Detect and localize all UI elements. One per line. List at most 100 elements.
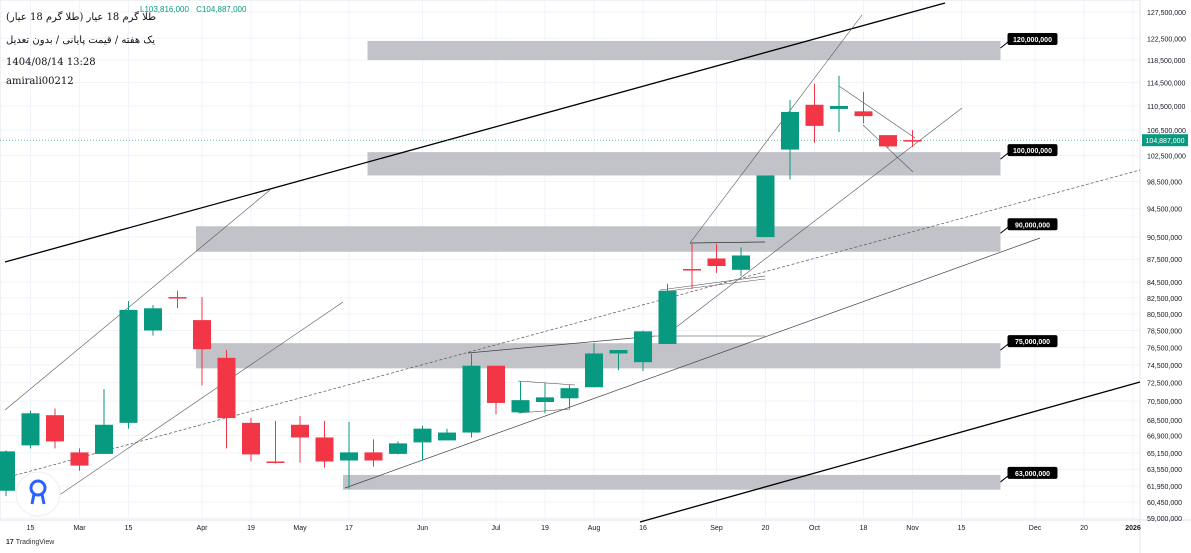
candle [46,408,64,449]
candle [266,420,285,464]
time-tick-label: 20 [1080,525,1088,532]
symbol-title: طلا گرم 18 عیار (طلا گرم 18 عیار) [6,12,157,23]
price-tick-label: 110,500,000 [1147,104,1186,111]
candle-body [756,175,775,238]
candle [242,418,260,462]
price-tick-label: 63,550,000 [1147,467,1182,474]
candles [0,75,922,497]
zone-label-box [1007,144,1058,157]
price-tick-label: 94,500,000 [1147,207,1182,214]
candle-body [438,432,456,441]
candle-body [805,104,824,126]
candle-body [0,451,15,491]
candle [389,441,407,455]
tradingview-badge-icon[interactable] [15,471,61,517]
price-tick-label: 65,150,000 [1147,451,1182,458]
candle-body [536,397,554,402]
time-tick-label: 20 [762,525,770,532]
author-text: amirali00212 [6,76,74,87]
zone-label-box [1007,466,1058,479]
trendline [862,124,914,173]
candle-body [413,428,432,443]
candle [536,382,554,414]
candle [462,353,481,438]
price-tick-label: 84,500,000 [1147,280,1182,287]
candle [903,130,922,147]
candle [634,330,652,372]
candle-body [560,388,579,399]
plot-frame [0,0,1141,521]
candle [511,381,530,414]
candle [193,297,211,386]
price-tick-label: 90,500,000 [1147,235,1182,242]
trendline [689,241,766,244]
candle [340,421,358,489]
price-tick-label: 102,500,000 [1147,153,1186,160]
candle [487,365,505,415]
candle-body [168,297,187,299]
time-tick-label: Apr [197,525,209,532]
price-tick-label: 106,500,000 [1147,128,1186,135]
candle [879,135,897,149]
candle-body [144,308,162,331]
price-tick-label: 80,500,000 [1147,312,1182,319]
candle [119,301,138,429]
candle-body [389,443,407,454]
price-tick-label: 98,500,000 [1147,179,1182,186]
price-tick-label: 70,500,000 [1147,399,1182,406]
candle [732,247,750,276]
candle [560,384,579,409]
candle [707,243,726,273]
price-tick-label: 61,950,000 [1147,484,1182,491]
time-tick-label: Oct [809,525,820,532]
trendline [344,237,1041,489]
candle-body [683,269,701,271]
candle [95,389,113,454]
candle-body [291,424,309,438]
time-axis[interactable]: 15 Mar 15 Apr 19 May 17 Jun Jul 19 Aug 16 Sep 20 Oct 18… [27,525,1141,532]
price-tick-label: 72,500,000 [1147,381,1182,388]
support-resistance-zone [196,226,1001,252]
candle [70,448,89,471]
chart-settings-text: یک هفته / قیمت پایانی / بدون تعدیل [6,35,156,46]
candle-body [511,400,530,413]
trendline [659,278,766,293]
candle-body [340,452,358,461]
support-resistance-zone [367,40,1001,61]
time-tick-label: Aug [588,525,601,532]
price-tick-label: 66,900,000 [1147,433,1182,440]
support-resistance-zone [343,474,1001,490]
candle-body [266,461,285,464]
price-tick-label: 68,500,000 [1147,418,1182,425]
ohlc-readout: L103,816,000 C104,887,000 [140,5,251,14]
time-tick-label: Jul [492,525,501,532]
zone-label: 75,000,000 [1015,339,1050,346]
candle [781,100,799,180]
candle [217,350,236,449]
price-axis[interactable]: 127,500,000 122,500,000 118,500,000 114,500… [1142,10,1188,523]
price-tick-label: 127,500,000 [1147,10,1186,17]
candle-body [315,437,334,462]
candle [144,305,162,336]
candle [0,450,15,497]
support-resistance-zone [367,152,1001,176]
time-tick-label: 19 [247,525,255,532]
candle [658,283,677,345]
trendline [689,14,863,244]
time-tick-label: Mar [73,525,86,532]
candle [364,439,383,467]
price-tick-label: 122,500,000 [1147,36,1186,43]
price-tick-label: 76,500,000 [1147,345,1182,352]
datetime-text: 1404/08/14 13:28 [6,57,96,68]
candle-body [830,105,848,109]
candle [830,75,848,133]
zone-label-box [1007,335,1058,348]
candle-body [879,135,897,147]
price-tick-label: 114,500,000 [1147,81,1186,88]
zone-labels: 120,000,000 100,000,000 90,000,000 75,000,0… [1000,32,1058,483]
ohlc-low: L103,816,000 [140,5,189,14]
zone-label: 100,000,000 [1013,148,1052,155]
candle [21,410,40,449]
candle-body [70,452,89,466]
